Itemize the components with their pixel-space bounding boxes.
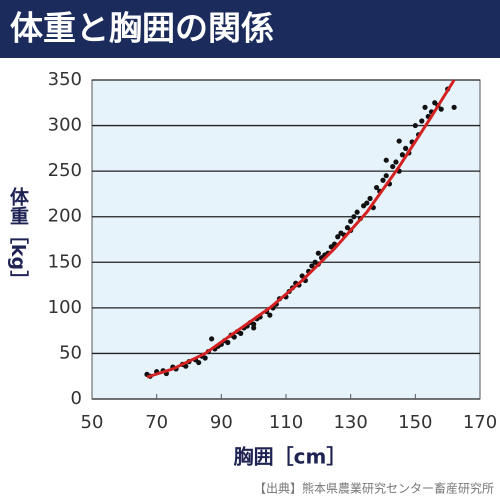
point bbox=[238, 330, 244, 336]
point bbox=[403, 145, 409, 151]
point bbox=[367, 195, 373, 202]
fit-line bbox=[146, 79, 456, 379]
point bbox=[373, 184, 380, 191]
plot-area bbox=[91, 79, 481, 400]
title-band bbox=[0, 0, 500, 58]
point bbox=[354, 209, 360, 215]
x-tick-label: 110 bbox=[269, 412, 303, 433]
point bbox=[390, 163, 396, 170]
point bbox=[196, 359, 202, 366]
point bbox=[351, 214, 357, 220]
point bbox=[309, 263, 315, 269]
x-tick-label: 70 bbox=[145, 412, 168, 433]
y-tick-label: 0 bbox=[71, 388, 82, 409]
point bbox=[267, 312, 273, 318]
y-tick-label: 50 bbox=[59, 342, 82, 363]
point bbox=[335, 234, 341, 240]
y-tick-label: 150 bbox=[48, 251, 82, 272]
source: 【出典】熊本県農業研究センター畜産研究所 bbox=[254, 481, 494, 496]
chart-title: 体重と胸囲の関係 bbox=[10, 9, 274, 48]
point bbox=[202, 355, 208, 361]
x-tick-label: 50 bbox=[81, 412, 104, 433]
y-tick-label: 100 bbox=[48, 297, 82, 318]
point bbox=[209, 336, 215, 342]
point bbox=[231, 334, 237, 340]
point bbox=[396, 138, 402, 144]
point bbox=[225, 339, 231, 346]
x-tick-label: 90 bbox=[210, 412, 233, 433]
point bbox=[383, 173, 389, 179]
point bbox=[364, 200, 370, 206]
y-tick-label: 300 bbox=[48, 115, 82, 136]
point bbox=[419, 118, 425, 124]
y-tick-label: 250 bbox=[48, 160, 82, 181]
point bbox=[451, 104, 457, 110]
point bbox=[380, 177, 386, 183]
point bbox=[251, 321, 257, 327]
point bbox=[383, 157, 389, 163]
x-axis-label: 胸囲［cm］ bbox=[234, 445, 347, 469]
y-tick-label: 200 bbox=[48, 206, 82, 227]
x-tick-label: 150 bbox=[398, 412, 432, 433]
x-tick-label: 130 bbox=[333, 412, 367, 433]
point bbox=[251, 325, 257, 331]
x-tick-label: 170 bbox=[463, 412, 497, 433]
point bbox=[315, 250, 321, 256]
point bbox=[422, 104, 428, 110]
y-axis-label: 体重［kg］ bbox=[7, 186, 29, 290]
point bbox=[399, 152, 405, 158]
y-tick-label: 350 bbox=[48, 69, 82, 90]
point bbox=[393, 159, 399, 165]
point bbox=[438, 106, 444, 112]
point bbox=[412, 122, 418, 129]
point bbox=[348, 218, 354, 224]
